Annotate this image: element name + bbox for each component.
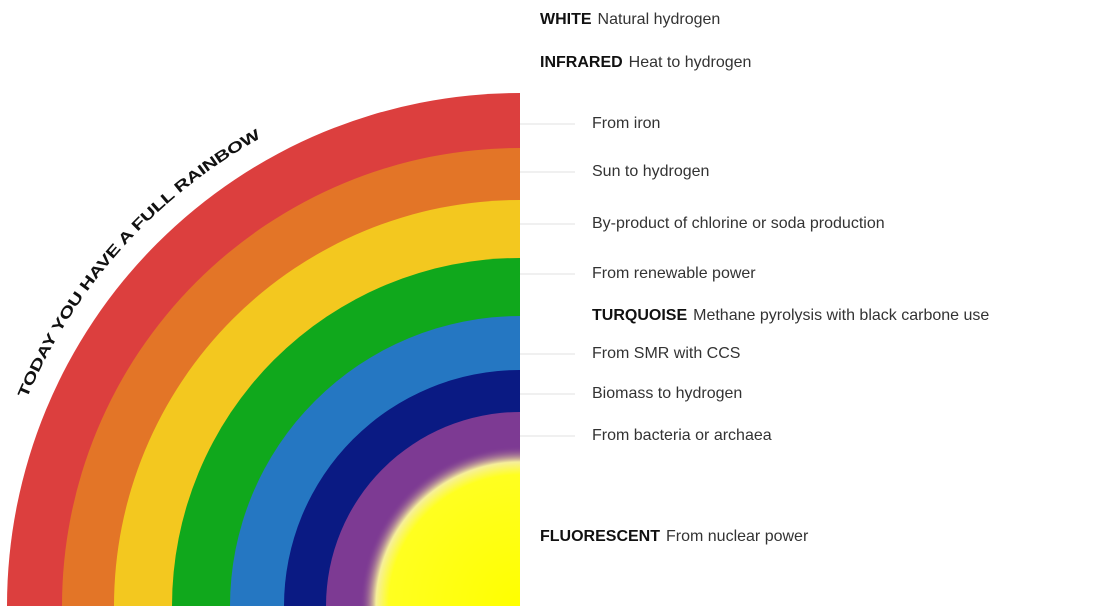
entry-text: From nuclear power — [666, 528, 809, 545]
entry: Sun to hydrogen — [592, 163, 709, 180]
entry: Biomass to hydrogen — [592, 385, 742, 402]
entry-name: WHITE — [540, 11, 592, 28]
entry: From iron — [592, 115, 660, 132]
entry-text: From SMR with CCS — [592, 345, 740, 362]
entry-text: By-product of chlorine or soda productio… — [592, 215, 885, 232]
entry-text: Biomass to hydrogen — [592, 385, 742, 402]
entry: From SMR with CCS — [592, 345, 740, 362]
entry: From renewable power — [592, 265, 756, 282]
entry-text: Heat to hydrogen — [629, 54, 752, 71]
entry: INFRARED Heat to hydrogen — [540, 54, 751, 71]
rainbow — [7, 93, 520, 606]
entry-text: Sun to hydrogen — [592, 163, 709, 180]
entry: FLUORESCENT From nuclear power — [540, 528, 809, 545]
entry: By-product of chlorine or soda productio… — [592, 215, 885, 232]
entry-text: From bacteria or archaea — [592, 427, 772, 444]
entry-text: Natural hydrogen — [598, 11, 721, 28]
rainbow-diagram: TODAY YOU HAVE A FULL RAINBOW WHITENatur… — [0, 0, 1094, 606]
labels: WHITE Natural hydrogen INFRARED Heat to hyd… — [540, 11, 989, 545]
entry: TURQUOISE Methane pyrolysis with black ca… — [592, 307, 989, 324]
entry: WHITE Natural hydrogen — [540, 11, 720, 28]
entry: From bacteria or archaea — [592, 427, 772, 444]
entry-text: From iron — [592, 115, 660, 132]
connectors — [520, 124, 575, 436]
entry-name: FLUORESCENT — [540, 528, 660, 545]
entry-text: From renewable power — [592, 265, 756, 282]
entry-name: TURQUOISE — [592, 307, 687, 324]
entry-text: Methane pyrolysis with black carbone use — [693, 307, 989, 324]
entry-name: INFRARED — [540, 54, 623, 71]
